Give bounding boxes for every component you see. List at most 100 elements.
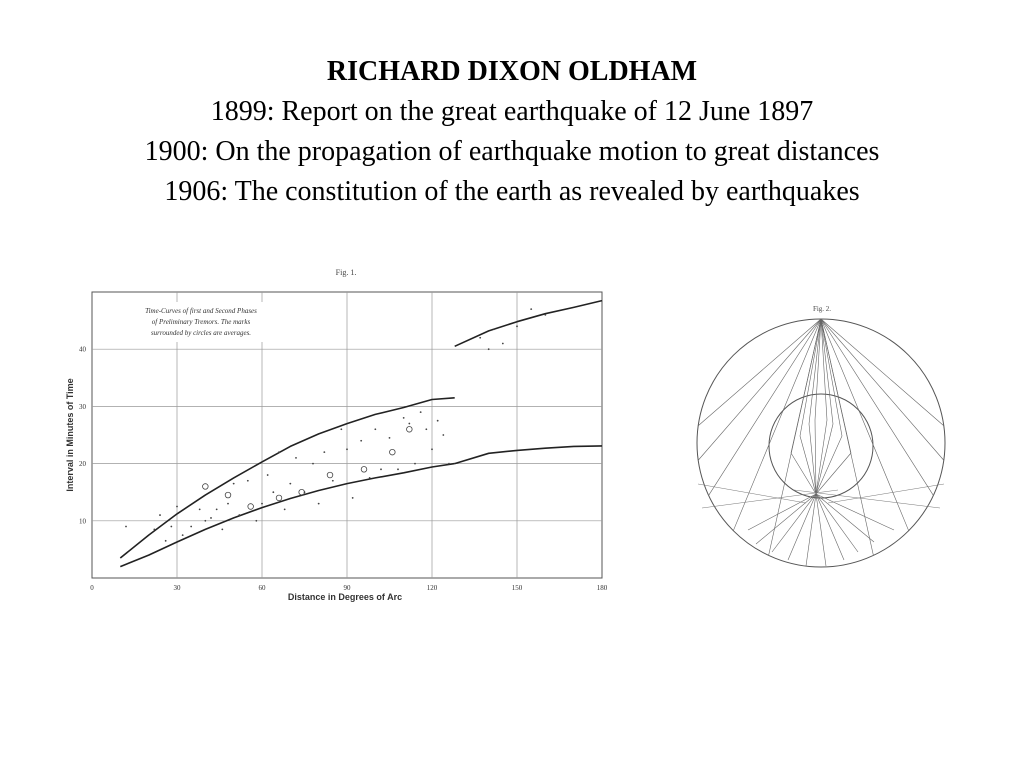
- ray-path: [820, 318, 945, 461]
- observation-point: [402, 416, 405, 419]
- observation-point: [479, 336, 482, 339]
- observation-point: [431, 448, 433, 451]
- reference-1900: 1900: On the propagation of earthquake m…: [144, 136, 880, 167]
- observation-point: [278, 451, 280, 454]
- refracted-ray-path: [771, 493, 817, 553]
- average-point: [360, 466, 368, 473]
- legend-line-3: surrounded by circles are averages.: [151, 329, 251, 337]
- average-point: [326, 471, 334, 479]
- observation-point: [487, 348, 490, 351]
- fig1-title: Fig. 1.: [336, 268, 357, 277]
- fig2-ray-diagram: Fig. 2.: [696, 305, 946, 568]
- observation-point: [397, 468, 399, 471]
- observation-point: [414, 462, 416, 465]
- observation-points: [125, 308, 547, 542]
- core-ray-path: [815, 318, 834, 495]
- x-tick-label: 150: [512, 584, 523, 592]
- observation-point: [380, 468, 382, 471]
- observation-point: [388, 436, 391, 439]
- observation-point: [312, 462, 314, 465]
- observation-point: [408, 422, 411, 425]
- observation-point: [419, 411, 422, 414]
- observation-point: [374, 428, 377, 431]
- core-ray-path: [814, 318, 822, 495]
- core-ray-path: [808, 318, 822, 495]
- time-curve: [119, 462, 455, 568]
- observation-point: [317, 502, 320, 505]
- observation-point: [181, 534, 184, 536]
- refracted-ray-path: [815, 493, 859, 553]
- ray-path: [698, 318, 822, 426]
- core-ray-path: [815, 318, 828, 495]
- observation-point: [272, 491, 275, 494]
- reference-1899: 1899: Report on the great earthquake of …: [210, 96, 814, 127]
- y-tick-label: 40: [79, 346, 87, 354]
- average-point: [202, 483, 209, 490]
- observation-point: [425, 428, 428, 431]
- observation-point: [153, 528, 156, 531]
- observation-point: [331, 479, 334, 482]
- legend-line-2: of Preliminary Tremors. The marks: [152, 318, 251, 326]
- refracted-ray-path: [815, 493, 875, 543]
- observation-point: [190, 525, 193, 528]
- observation-point: [210, 517, 212, 519]
- ray-path: [820, 318, 909, 531]
- x-axis-label: Distance in Degrees of Arc: [288, 592, 402, 602]
- observation-point: [346, 448, 348, 451]
- x-tick-label: 30: [174, 584, 182, 592]
- observation-point: [246, 479, 249, 482]
- average-point: [389, 448, 396, 456]
- y-tick-label: 30: [79, 403, 87, 411]
- average-point: [275, 494, 283, 502]
- average-point: [298, 488, 305, 496]
- refracted-ray-path: [815, 493, 827, 567]
- time-curve: [454, 299, 603, 348]
- x-tick-label: 0: [90, 584, 94, 592]
- refracted-ray-path: [815, 493, 845, 561]
- refracted-ray-path: [815, 493, 895, 531]
- core-ray-path: [815, 318, 852, 495]
- y-axis-label: Interval in Minutes of Time: [65, 378, 75, 491]
- reflected-ray-path: [701, 489, 839, 509]
- observation-point: [368, 477, 371, 479]
- seismic-rays: [697, 318, 945, 567]
- observation-point: [215, 508, 218, 511]
- ray-path: [697, 318, 822, 461]
- observation-point: [448, 462, 450, 465]
- ray-path: [733, 318, 822, 531]
- observation-point: [530, 308, 533, 311]
- observation-point: [232, 482, 235, 485]
- core-ray-path: [790, 318, 822, 495]
- observation-point: [283, 508, 286, 511]
- observation-point: [351, 497, 354, 499]
- slide-title: RICHARD DIXON OLDHAM: [326, 56, 698, 87]
- observation-point: [261, 502, 263, 505]
- average-point: [224, 491, 232, 499]
- refracted-ray-path: [747, 493, 817, 531]
- y-tick-label: 10: [79, 517, 87, 525]
- observation-point: [170, 525, 173, 528]
- reflected-ray-path: [793, 489, 941, 509]
- core-ray-path: [799, 318, 822, 495]
- grid: [92, 292, 602, 578]
- observation-point: [442, 434, 445, 436]
- time-curve: [454, 445, 603, 465]
- legend-line-1: Time-Curves of first and Second Phases: [145, 307, 257, 315]
- observation-point: [323, 451, 326, 454]
- observation-point: [493, 328, 496, 331]
- ray-path: [820, 318, 934, 496]
- x-tick-label: 120: [427, 584, 438, 592]
- core-ray-path: [815, 318, 843, 495]
- observation-point: [295, 456, 297, 459]
- ray-path: [820, 318, 944, 426]
- fig1-chart: Fig. 1. 0 30 60 90 120 150 180 10 20 30 40 Time-Cu…: [65, 268, 608, 602]
- observation-point: [436, 419, 439, 422]
- title-block: RICHARD DIXON OLDHAM 1899: Report on the…: [0, 52, 1024, 212]
- time-curve: [119, 397, 455, 559]
- observation-point: [221, 528, 224, 531]
- reflected-ray-path: [827, 483, 945, 504]
- reflected-ray-path: [697, 483, 807, 504]
- observation-point: [266, 474, 269, 476]
- refracted-ray-path: [805, 493, 817, 567]
- observation-point: [204, 519, 207, 522]
